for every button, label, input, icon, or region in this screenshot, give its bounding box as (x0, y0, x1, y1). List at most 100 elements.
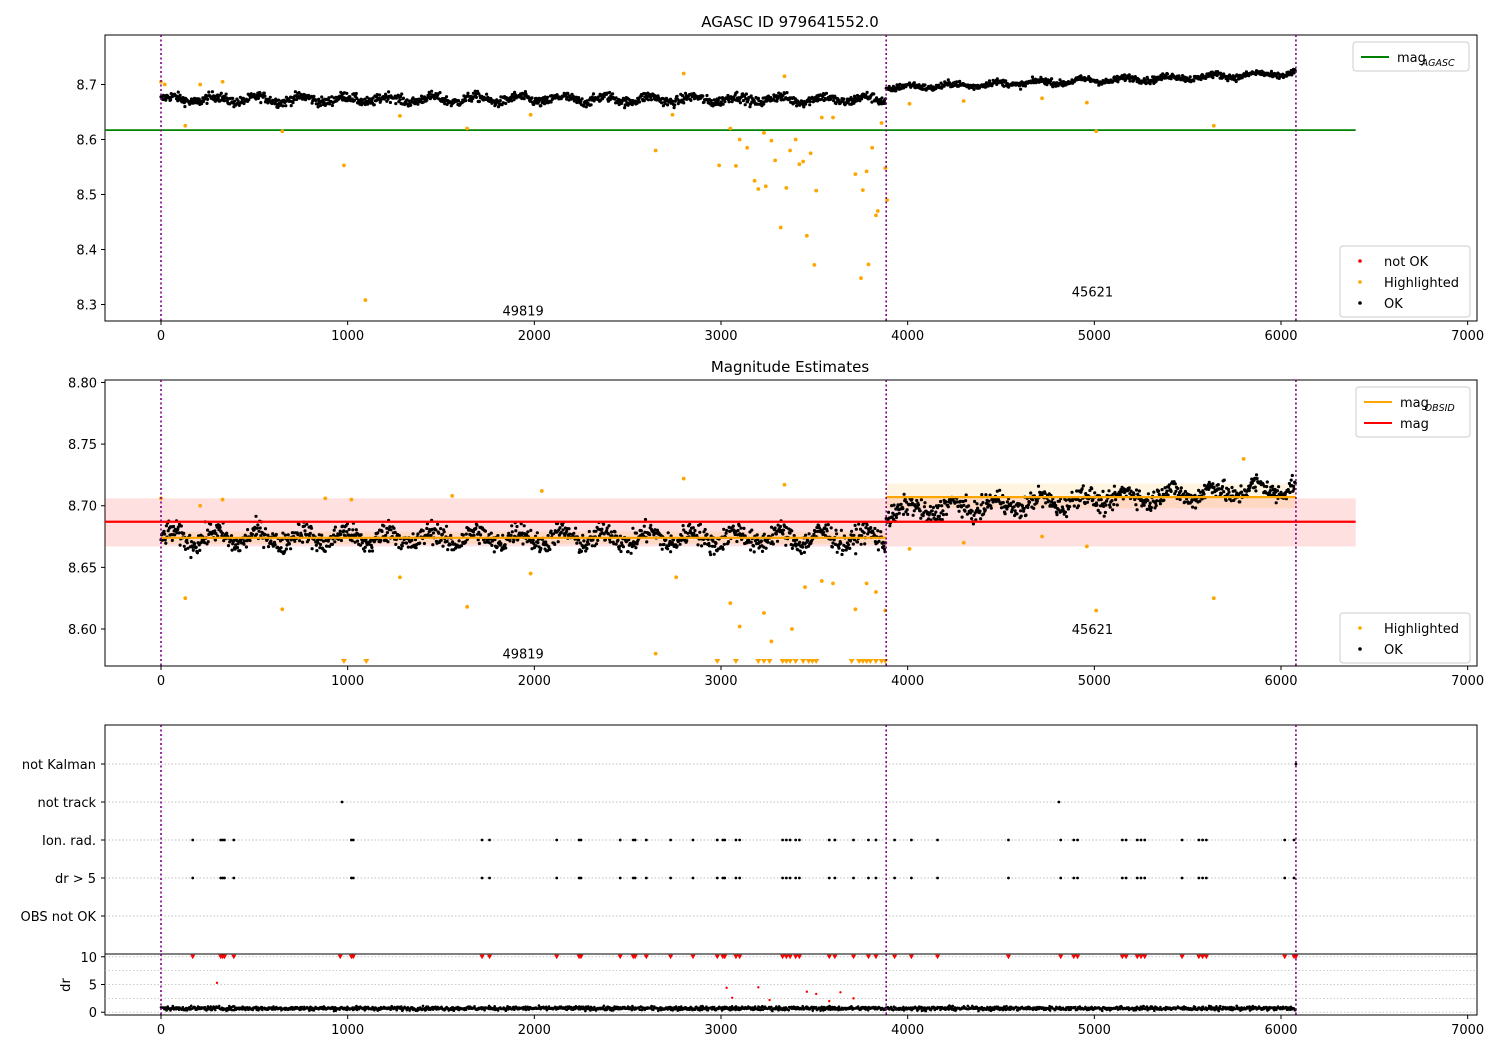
flag-event-point (738, 838, 742, 842)
flag-event-point (827, 838, 831, 842)
flag-event-point (691, 876, 695, 880)
flag-event-point (1283, 838, 1287, 842)
flag-event-point (1204, 838, 1208, 842)
flag-event-point (1120, 876, 1124, 880)
highlighted-point (1094, 608, 1099, 613)
highlighted-point (961, 99, 966, 103)
flag-row-label: OBS not OK (21, 910, 97, 925)
y-tick-label: 0 (89, 1006, 97, 1021)
below-range-marker (792, 659, 799, 664)
dr-clipped-marker (722, 954, 728, 960)
highlighted-point (1084, 544, 1089, 549)
flag-event-point (1201, 838, 1204, 842)
dr-clipped-marker (1196, 954, 1202, 960)
obsid-label: 49819 (502, 305, 543, 320)
highlighted-point (220, 79, 225, 84)
plot-frame (104, 34, 1478, 322)
x-tick-label: 1000 (331, 1023, 364, 1038)
flag-event-point (1201, 876, 1204, 880)
flag-event-point (644, 876, 648, 880)
legend-dot-swatch (1358, 301, 1362, 305)
flag-event-point (633, 838, 637, 842)
dr-outlier-point (215, 981, 219, 985)
dr-clipped-marker (632, 954, 638, 960)
x-tick-label: 6000 (1264, 329, 1297, 344)
highlighted-point (681, 476, 686, 481)
x-tick-label: 2000 (518, 674, 551, 689)
legend-box (1355, 386, 1471, 438)
x-tick-label: 3000 (704, 1023, 737, 1038)
flag-event-point (1007, 838, 1010, 842)
highlighted-point (752, 178, 757, 183)
flag-event-point (1076, 838, 1079, 842)
y-tick-label: 8.3 (76, 299, 97, 314)
dr-outlier-point (725, 986, 728, 990)
highlighted-point (681, 71, 686, 76)
x-tick-label: 7000 (1451, 1023, 1484, 1038)
highlighted-point (885, 198, 890, 202)
flag-event-point (1139, 876, 1143, 880)
flag-event-point (781, 876, 784, 880)
dr-outlier-point (839, 991, 842, 994)
dr-clipped-marker (337, 954, 343, 960)
dr-clipped-marker (851, 954, 857, 960)
dr-clipped-marker (1282, 954, 1288, 960)
highlighted-point (803, 585, 807, 590)
flag-event-point (852, 838, 855, 842)
flag-event-point (1294, 762, 1298, 766)
flag-event-point (723, 876, 727, 880)
flag-event-point (1197, 838, 1201, 842)
flag-event-point (1120, 838, 1124, 842)
flag-event-point (738, 876, 742, 880)
legend-dot-swatch (1358, 647, 1362, 651)
flag-event-point (351, 838, 355, 842)
dr-clipped-marker (487, 954, 493, 960)
highlighted-point (814, 188, 819, 193)
flag-event-point (488, 876, 491, 880)
highlighted-point (782, 74, 787, 79)
legend-label: mag (1397, 51, 1426, 66)
dr-outlier-point (757, 986, 760, 989)
x-tick-label: 2000 (518, 329, 551, 344)
x-tick-label: 1000 (331, 329, 364, 344)
highlighted-point (831, 581, 835, 586)
flag-event-point (874, 876, 878, 880)
below-range-marker (813, 659, 820, 664)
flag-event-point (223, 876, 226, 880)
dr-clipped-marker (190, 954, 196, 960)
dr-clipped-marker (796, 954, 802, 960)
flag-event-point (833, 838, 837, 842)
flag-event-point (232, 838, 236, 842)
highlighted-point (734, 164, 738, 168)
flag-event-point (734, 838, 738, 842)
highlighted-point (349, 497, 354, 502)
dr-clipped-marker (231, 954, 237, 960)
y-tick-label: 8.80 (68, 376, 97, 391)
flag-event-point (1143, 838, 1147, 842)
flag-event-point (232, 876, 236, 880)
highlighted-point (1241, 456, 1246, 461)
highlighted-point (874, 590, 878, 594)
x-tick-label: 5000 (1078, 674, 1111, 689)
dr-clipped-marker (714, 954, 720, 960)
highlighted-point (198, 82, 203, 87)
flag-event-point (936, 838, 939, 842)
below-range-marker (363, 659, 370, 664)
flag-event-point (867, 838, 870, 842)
flag-event-point (798, 876, 801, 880)
below-range-marker (766, 659, 773, 664)
highlighted-point (342, 163, 346, 168)
y-tick-label: 8.60 (68, 623, 97, 638)
flag-event-point (1007, 876, 1010, 880)
below-range-marker (760, 659, 767, 664)
legend-label: Highlighted (1384, 622, 1459, 637)
highlighted-point (728, 126, 733, 131)
highlighted-point (859, 276, 863, 280)
highlighted-point (875, 209, 880, 213)
highlighted-point (874, 213, 878, 218)
plot-frame (104, 379, 1478, 667)
flag-event-point (488, 838, 491, 842)
flag-event-point (874, 838, 878, 842)
dr-clipped-marker (1134, 954, 1140, 960)
flag-event-point (734, 876, 738, 880)
